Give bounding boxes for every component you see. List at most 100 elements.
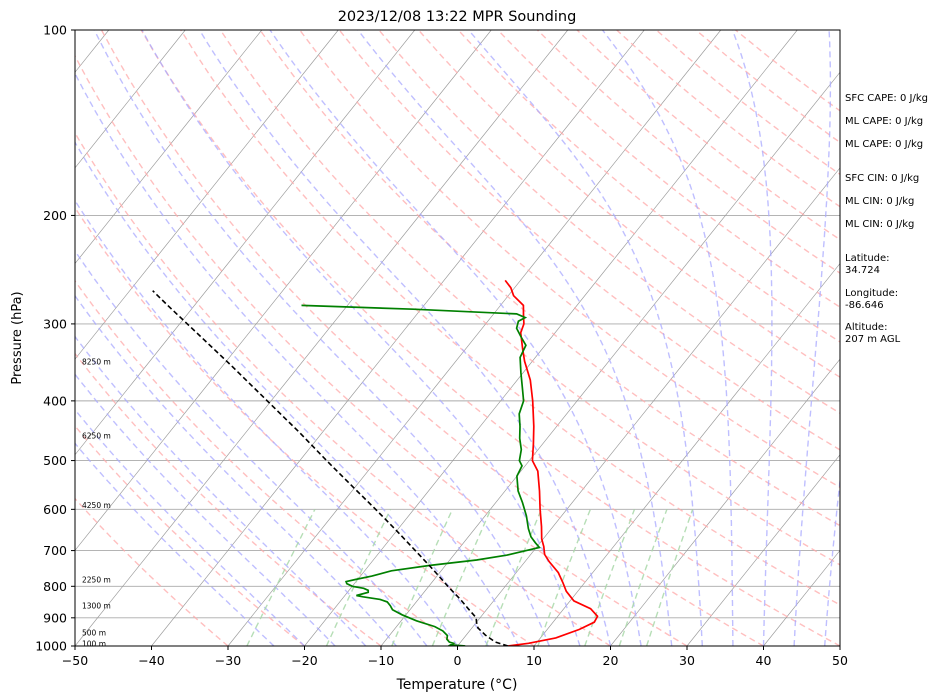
- sfc-cin-label: SFC CIN: 0 J/kg: [845, 173, 920, 184]
- height-label: 6250 m: [82, 431, 111, 440]
- dry-adiabat: [378, 30, 840, 414]
- isotherm--100: [75, 30, 186, 169]
- latitude-label: Latitude: 34.724: [845, 253, 890, 276]
- dry-adiabat: [75, 54, 688, 646]
- mixing-ratio-line: [645, 509, 694, 646]
- mixing-ratio-line: [325, 509, 392, 646]
- dry-adiabat: [180, 30, 840, 606]
- longitude-label: Longitude: -86.646: [845, 288, 899, 311]
- height-label: 1300 m: [82, 602, 111, 611]
- x-tick-label: 0: [454, 653, 462, 668]
- moist-adiabat: [75, 199, 459, 646]
- y-tick-label: 800: [43, 579, 67, 594]
- y-tick-label: 400: [43, 393, 67, 408]
- parcel-line: [152, 290, 509, 646]
- dry-adiabat: [417, 30, 840, 378]
- dry-adiabat: [75, 497, 229, 646]
- x-tick-label: 30: [679, 653, 695, 668]
- moist-adiabat: [793, 30, 832, 646]
- isotherm-20: [610, 358, 840, 646]
- moist-adiabat: [75, 249, 428, 646]
- altitude-label: Altitude: 207 m AGL: [845, 322, 901, 345]
- x-tick-label: −10: [368, 653, 394, 668]
- moist-adiabat: [75, 294, 397, 646]
- moist-adiabat: [468, 30, 703, 646]
- moist-adiabat: [75, 335, 367, 646]
- mixing-ratio-line: [537, 509, 592, 646]
- x-tick-label: −50: [62, 653, 88, 668]
- dry-adiabat: [100, 30, 764, 646]
- height-label: 2250 m: [82, 576, 111, 585]
- mixing-ratio-line: [618, 509, 668, 646]
- moist-adiabat: [75, 373, 336, 646]
- x-tick-label: 20: [603, 653, 619, 668]
- moist-adiabat: [198, 30, 612, 646]
- sfc-cape-label: SFC CAPE: 0 J/kg: [845, 93, 928, 104]
- ml-cape-label-2: ML CAPE: 0 J/kg: [845, 139, 924, 150]
- isotherm--70: [75, 30, 416, 456]
- y-tick-label: 1000: [35, 639, 67, 654]
- height-labels: 100 m 500 m 1300 m 2250 m 4250 m 6250 m 8250 m: [82, 357, 111, 648]
- moist-adiabat: [601, 30, 734, 646]
- y-tick-label: 900: [43, 610, 67, 625]
- y-tick-label: 300: [43, 316, 67, 331]
- height-label: 500 m: [82, 628, 106, 637]
- mixing-ratio-line: [246, 508, 316, 646]
- moist-adiabat: [75, 141, 489, 646]
- moist-adiabat: [75, 442, 275, 646]
- moist-adiabat: [357, 30, 673, 646]
- ml-cin-label-2: ML CIN: 0 J/kg: [845, 219, 915, 230]
- dry-adiabat: [259, 30, 840, 527]
- dry-adiabat: [75, 131, 611, 646]
- x-tick-label: −20: [291, 653, 317, 668]
- y-axis-label: Pressure (hPa): [10, 291, 25, 384]
- isotherm--20: [304, 30, 798, 646]
- dry-adiabat: [219, 30, 840, 566]
- mixing-ratio-line: [391, 509, 454, 646]
- y-tick-label: 200: [43, 208, 67, 223]
- background-lines: [75, 30, 840, 646]
- mixing-ratio-line: [485, 509, 543, 646]
- ml-cape-label: ML CAPE: 0 J/kg: [845, 116, 924, 127]
- moist-adiabat: [269, 30, 642, 646]
- isotherm-30: [686, 454, 840, 646]
- x-tick-label: −40: [138, 653, 164, 668]
- x-tick-label: 10: [526, 653, 542, 668]
- height-label: 100 m: [82, 639, 106, 648]
- height-label: 8250 m: [82, 357, 111, 366]
- moist-adiabat: [141, 30, 581, 646]
- height-label: 4250 m: [82, 501, 111, 510]
- moist-adiabat: [75, 71, 520, 646]
- moist-adiabat: [75, 408, 305, 646]
- x-tick-label: 40: [756, 653, 772, 668]
- y-tick-label: 500: [43, 453, 67, 468]
- x-tick-label: −30: [215, 653, 241, 668]
- y-tick-label: 100: [43, 23, 67, 38]
- x-axis-ticks: −50 −40 −30 −20 −10 0 10 20 30 40 50: [62, 646, 848, 668]
- isotherm--30: [227, 30, 722, 646]
- isotherm--60: [75, 30, 492, 551]
- isotherm--10: [380, 71, 840, 646]
- y-axis-ticks: 1000 900 800 700 600 500 400 300 200 100: [35, 23, 75, 654]
- dry-adiabat: [75, 352, 382, 646]
- chart-title: 2023/12/08 13:22 MPR Sounding: [338, 9, 577, 25]
- dry-adiabat: [140, 30, 840, 646]
- y-tick-label: 600: [43, 502, 67, 517]
- dewpoint-line: [301, 304, 541, 646]
- dry-adiabat: [457, 30, 840, 343]
- isotherm--80: [75, 30, 339, 360]
- isotherm--90: [75, 30, 263, 265]
- mixing-ratio-line: [431, 509, 492, 646]
- isotherm-10: [533, 262, 840, 646]
- moist-adiabat: [731, 30, 773, 646]
- x-tick-label: 50: [832, 653, 848, 668]
- y-tick-label: 700: [43, 543, 67, 558]
- moist-adiabat: [93, 30, 550, 646]
- isotherm--40: [151, 30, 645, 646]
- mixing-ratio-line: [584, 509, 636, 646]
- isotherm--50: [75, 30, 569, 646]
- ml-cin-label: ML CIN: 0 J/kg: [845, 196, 915, 207]
- sounding-traces: [152, 279, 599, 646]
- temperature-line: [504, 279, 599, 646]
